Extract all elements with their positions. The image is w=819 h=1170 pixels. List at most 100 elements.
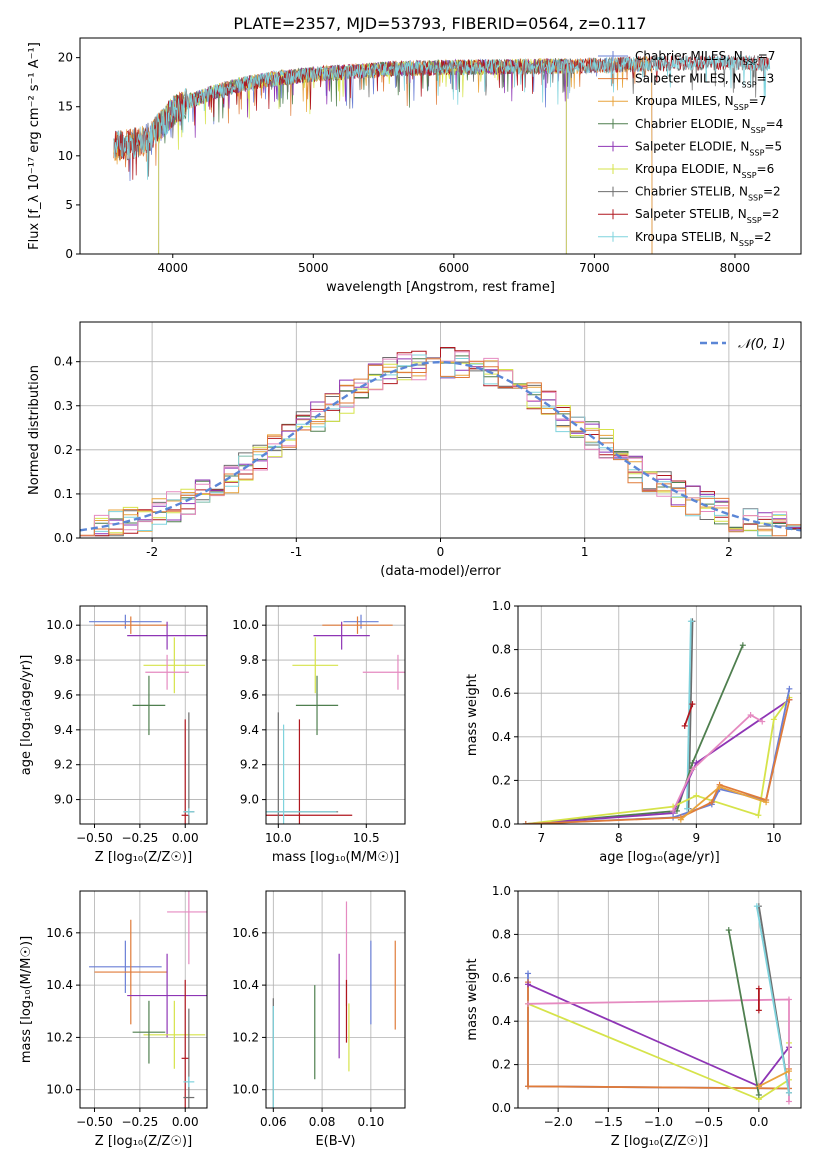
x-tick-label: −1.5 bbox=[594, 1115, 623, 1129]
y-tick-label: 9.2 bbox=[54, 758, 73, 772]
weight-line-kroupa-miles bbox=[758, 1070, 790, 1088]
plot-area bbox=[89, 891, 207, 1108]
legend-label: Chabrier STELIB, NSSP=2 bbox=[635, 185, 781, 203]
y-tick-label: 10 bbox=[58, 149, 73, 163]
y-tick-label: 0.2 bbox=[492, 1058, 511, 1072]
legend-subscript: SSP bbox=[747, 216, 762, 225]
axes-frame bbox=[265, 890, 406, 1109]
y-tick-label: 0.1 bbox=[54, 487, 73, 501]
x-tick-label: 7000 bbox=[579, 261, 610, 275]
legend-subscript: SSP bbox=[742, 171, 757, 180]
plot-area bbox=[113, 54, 771, 254]
x-tick-label: −0.5 bbox=[694, 1115, 723, 1129]
residuals-panel: -2 -1 0 1 2 0.0 0.1 0.2 0.3 0.4 (data-model)/error… bbox=[27, 321, 802, 579]
y-tick-label: 9.6 bbox=[240, 688, 259, 702]
plot-area bbox=[272, 901, 396, 1108]
y-tick-label: 10.6 bbox=[46, 926, 73, 940]
y-tick-label: 0.3 bbox=[54, 399, 73, 413]
x-tick-label: 0.0 bbox=[749, 1115, 768, 1129]
weight-line-chabrier-elodie bbox=[525, 644, 744, 824]
mass-vs-metallicity-panel: −0.50 −0.25 0.00 10.0 10.2 10.4 10.6 Z [log₁₀(Z… bbox=[19, 890, 208, 1149]
legend-suffix: =5 bbox=[764, 139, 782, 153]
x-tick-label: 0.00 bbox=[172, 831, 199, 845]
y-tick-label: 9.2 bbox=[240, 758, 259, 772]
y-axis-label: age [log₁₀(age/yr)] bbox=[19, 655, 34, 776]
x-tick-label: 5000 bbox=[298, 261, 329, 275]
x-tick-label: 1 bbox=[581, 545, 589, 559]
x-tick-label: 0.08 bbox=[309, 1115, 336, 1129]
y-tick-label: 0.8 bbox=[492, 927, 511, 941]
y-axis-label: Flux [f_λ 10⁻¹⁷ erg cm⁻² s⁻¹ A⁻¹] bbox=[27, 42, 42, 250]
x-axis-label: E(B-V) bbox=[315, 1134, 355, 1149]
weight-line-chabrier-elodie bbox=[727, 929, 760, 1096]
mass-vs-ebv-panel: 0.06 0.08 0.10 10.0 10.2 10.4 10.6 E(B-V) bbox=[232, 890, 406, 1149]
x-axis-label: Z [log₁₀(Z/Z☉)] bbox=[95, 1134, 192, 1149]
y-axis-label: mass weight bbox=[465, 958, 480, 1040]
y-tick-label: 10.4 bbox=[46, 978, 73, 992]
legend-subscript: SSP bbox=[751, 125, 766, 134]
age-vs-metallicity-panel: −0.50 −0.25 0.00 9.0 9.2 9.4 9.6 9.8 10.0 Z [log₁… bbox=[19, 605, 208, 865]
x-tick-label: 10.5 bbox=[353, 831, 380, 845]
x-tick-label: −1.0 bbox=[644, 1115, 673, 1129]
y-tick-label: 0.4 bbox=[54, 355, 73, 369]
y-tick-label: 0 bbox=[65, 247, 73, 261]
spectrum-line-kroupa-stelib bbox=[113, 54, 771, 180]
legend-suffix: =2 bbox=[754, 230, 772, 244]
y-axis-label: Normed distribution bbox=[27, 365, 42, 495]
legend-suffix: =2 bbox=[763, 185, 781, 199]
y-axis-label: mass weight bbox=[465, 674, 480, 756]
y-tick-label: 9.8 bbox=[240, 653, 259, 667]
y-tick-label: 10.0 bbox=[46, 618, 73, 632]
legend-subscript: SSP bbox=[749, 148, 764, 157]
weight-line-kroupa-stelib bbox=[755, 906, 790, 1093]
legend-label: Salpeter STELIB, NSSP=2 bbox=[635, 207, 779, 225]
legend-subscript: SSP bbox=[748, 193, 763, 202]
legend-label: Kroupa STELIB, NSSP=2 bbox=[635, 230, 772, 248]
axes-frame bbox=[79, 890, 208, 1109]
mass-weight-vs-metallicity-panel: −2.0 −1.5 −1.0 −0.5 0.0 0.0 0.2 0.4 0.6 0.8 1.0 Z [… bbox=[465, 884, 802, 1149]
weight-line-salpeter-elodie bbox=[525, 698, 790, 824]
plot-area bbox=[80, 347, 801, 537]
x-tick-label: 2 bbox=[725, 545, 733, 559]
spectrum-line-kroupa-miles bbox=[113, 56, 653, 254]
x-tick-label: 8000 bbox=[720, 261, 751, 275]
x-tick-label: 4000 bbox=[157, 261, 188, 275]
x-tick-label: -2 bbox=[146, 545, 158, 559]
x-axis-label: age [log₁₀(age/yr)] bbox=[599, 850, 720, 865]
axes-frame bbox=[79, 605, 208, 825]
x-tick-label: −2.0 bbox=[544, 1115, 573, 1129]
y-tick-label: 9.8 bbox=[54, 653, 73, 667]
y-tick-label: 10.6 bbox=[232, 926, 259, 940]
y-tick-label: 0.6 bbox=[492, 971, 511, 985]
x-axis-label: wavelength [Angstrom, rest frame] bbox=[326, 280, 555, 295]
y-tick-label: 10.4 bbox=[232, 978, 259, 992]
mass-weight-vs-age-panel: 7 8 9 10 0.0 0.2 0.4 0.6 0.8 1.0 age [log₁₀(age/yr… bbox=[465, 599, 802, 865]
y-tick-label: 5 bbox=[65, 198, 73, 212]
legend-label: 𝒩(0, 1) bbox=[738, 337, 785, 352]
y-tick-label: 9.6 bbox=[54, 688, 73, 702]
y-tick-label: 0.4 bbox=[492, 1014, 511, 1028]
legend-suffix: =4 bbox=[766, 117, 784, 131]
legend-suffix: =7 bbox=[749, 94, 767, 108]
weight-line-salpeter-miles bbox=[525, 699, 791, 824]
legend-label: Kroupa ELODIE, NSSP=6 bbox=[635, 162, 774, 180]
x-tick-label: 8 bbox=[615, 831, 623, 845]
plot-area bbox=[522, 618, 793, 824]
x-tick-label: -1 bbox=[290, 545, 302, 559]
axes-frame bbox=[517, 605, 802, 825]
histogram-step-chabrier-stelib bbox=[80, 347, 801, 537]
y-tick-label: 1.0 bbox=[492, 599, 511, 613]
legend-subscript: SSP bbox=[734, 103, 749, 112]
legend-subscript: SSP bbox=[739, 238, 754, 247]
y-tick-label: 10.2 bbox=[232, 1030, 259, 1044]
legend-suffix: =3 bbox=[757, 72, 775, 86]
y-tick-label: 0.0 bbox=[54, 531, 73, 545]
age-vs-mass-panel: 10.0 10.5 9.0 9.2 9.4 9.6 9.8 10.0 mass [log₁₀(M… bbox=[232, 605, 406, 865]
weight-line-kroupa-miles bbox=[680, 785, 767, 821]
y-axis-label: mass [log₁₀(M/M☉)] bbox=[19, 936, 34, 1063]
x-axis-label: Z [log₁₀(Z/Z☉)] bbox=[95, 850, 192, 865]
legend-suffix: =7 bbox=[758, 49, 776, 63]
x-tick-label: −0.25 bbox=[121, 831, 158, 845]
x-tick-label: 6000 bbox=[439, 261, 470, 275]
